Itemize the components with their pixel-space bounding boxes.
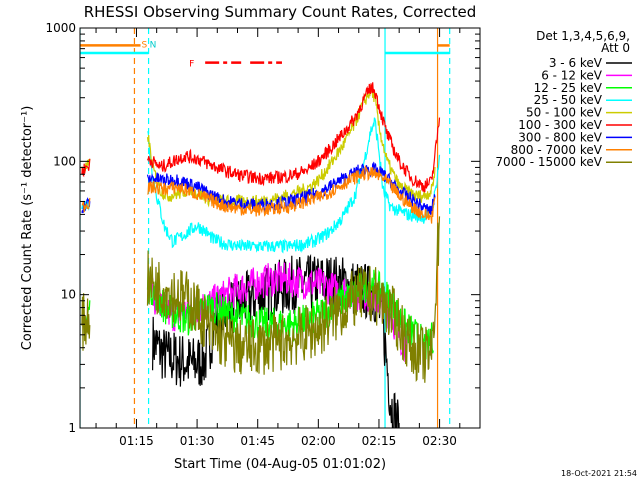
x-axis-label: Start Time (04-Aug-05 01:01:02)	[174, 457, 386, 472]
x-tick-label: 02:00	[301, 434, 336, 448]
plot-area: S N F	[80, 28, 451, 428]
legend-label-25-50-kev: 25 - 50 keV	[534, 93, 603, 107]
y-tick-label: 1	[68, 421, 76, 435]
x-tick-label: 02:30	[422, 434, 457, 448]
x-tick-label: 01:45	[240, 434, 275, 448]
x-tick-label: 02:15	[362, 434, 397, 448]
series-line-100-300-kev	[81, 82, 441, 193]
y-tick-label: 10	[61, 288, 76, 302]
y-tick-label: 100	[53, 154, 76, 168]
axes: 1 10 100 1000 01:15 01:30 01:45 02:00 02:15 02:30	[45, 21, 480, 448]
plot-frame	[79, 27, 481, 429]
x-tick-label: 01:30	[180, 434, 215, 448]
y-tick-label: 1000	[45, 21, 76, 35]
timestamp: 18-Oct-2021 21:54	[561, 469, 637, 478]
legend-label-12-25-kev: 12 - 25 keV	[534, 81, 603, 95]
series-line-800-7000-kev	[81, 165, 436, 224]
legend-header-line-2: Att 0	[601, 41, 630, 55]
legend-label-800-7000-kev: 800 - 7000 keV	[511, 143, 603, 157]
legend-label-6-12-kev: 6 - 12 keV	[541, 68, 603, 82]
annotation-s: S	[142, 40, 148, 50]
legend-label-100-300-kev: 100 - 300 keV	[518, 118, 602, 132]
annotation-n: N	[150, 40, 157, 50]
annotation-f: F	[189, 60, 194, 70]
legend-header-line-1: Det 1,3,4,5,6,9,	[536, 29, 630, 43]
legend-label-7000-15000-kev: 7000 - 15000 keV	[495, 155, 602, 169]
legend-label-300-800-kev: 300 - 800 keV	[518, 130, 602, 144]
x-tick-label: 01:15	[119, 434, 154, 448]
legend-label-3-6-kev: 3 - 6 keV	[549, 56, 603, 70]
series-line-7000-15000-kev	[81, 216, 441, 383]
chart-title: RHESSI Observing Summary Count Rates, Co…	[84, 3, 477, 21]
y-axis-label: Corrected Count Rate (s⁻¹ detector⁻¹)	[20, 106, 35, 351]
legend-label-50-100-kev: 50 - 100 keV	[526, 106, 603, 120]
